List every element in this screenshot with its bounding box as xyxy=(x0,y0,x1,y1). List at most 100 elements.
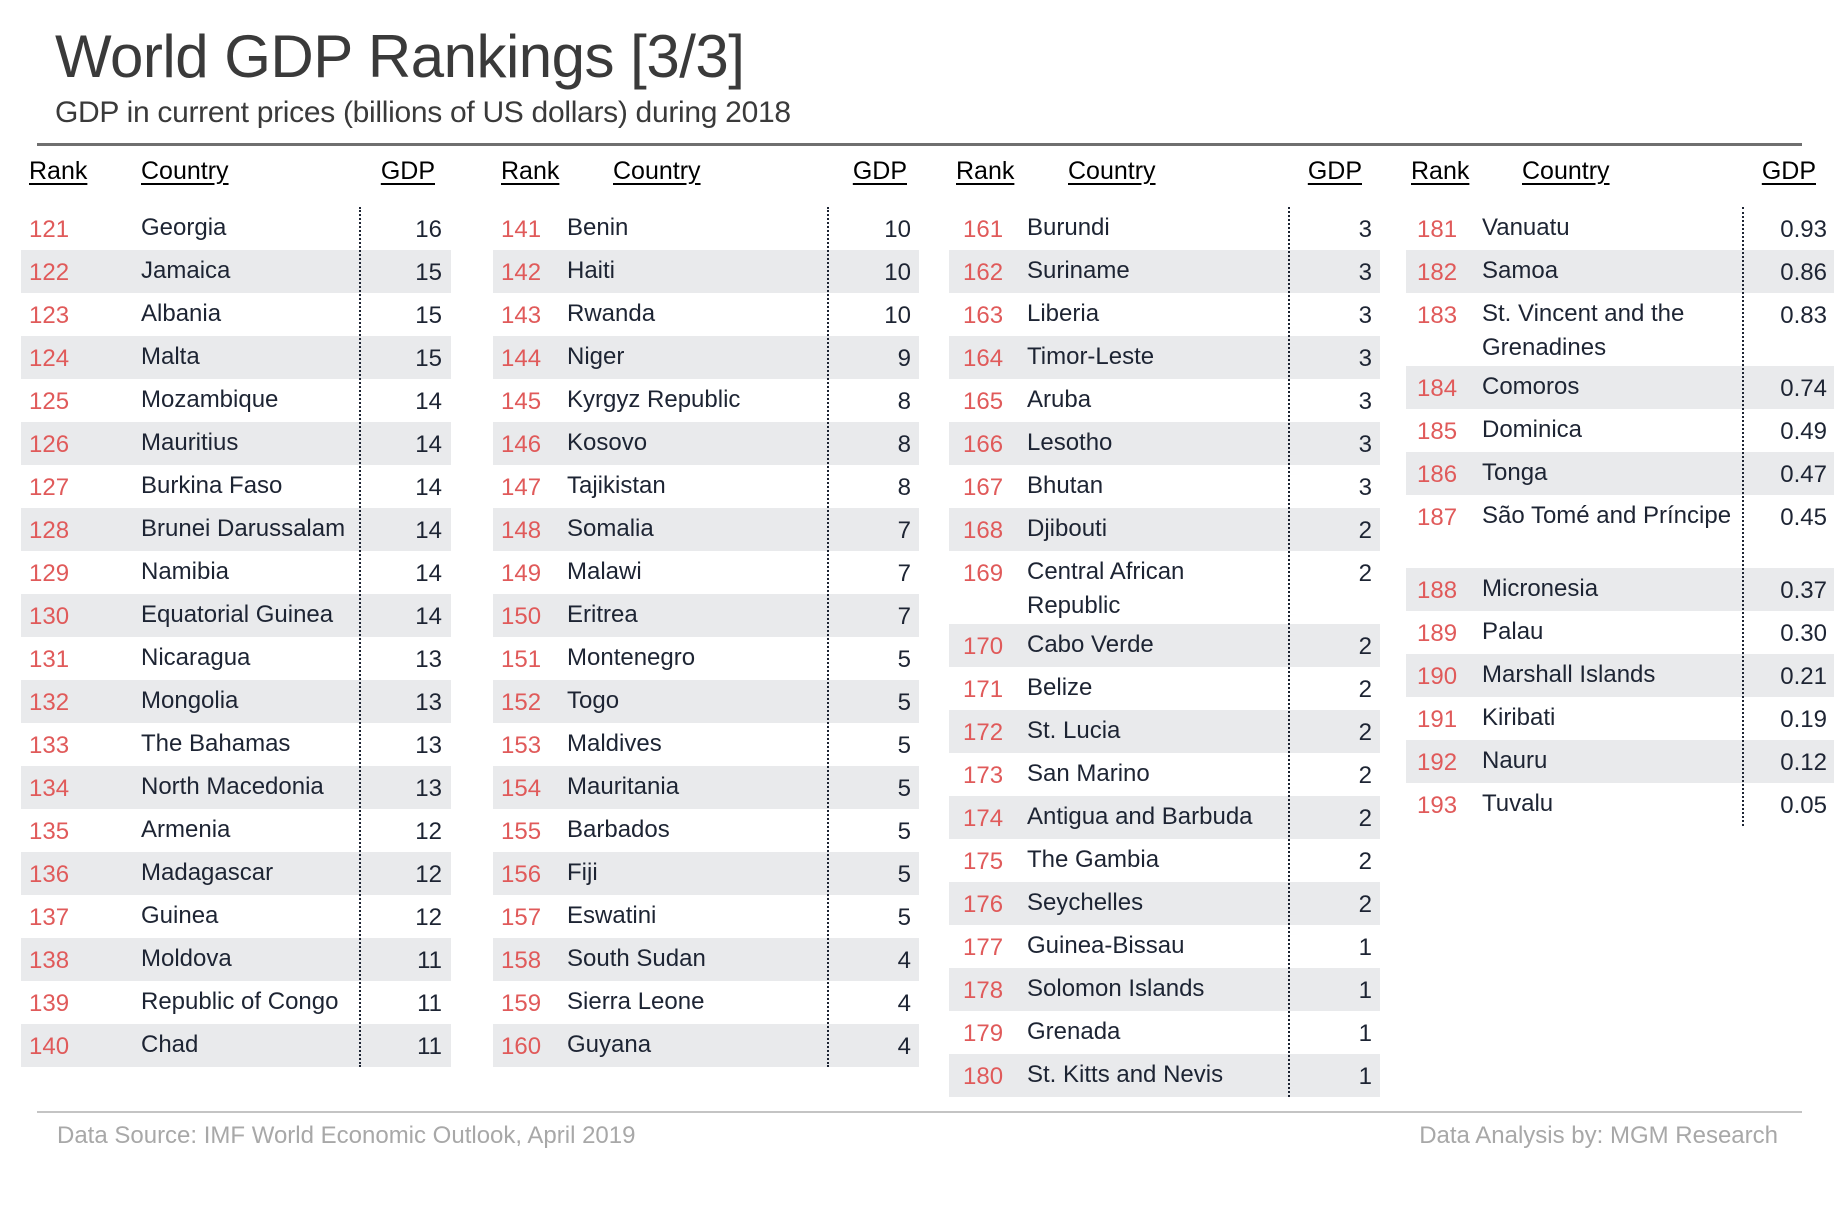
rank-cell: 158 xyxy=(501,947,542,974)
rank-cell: 191 xyxy=(1417,706,1458,733)
table-row: 130 Equatorial Guinea 14 xyxy=(21,594,451,637)
ranking-table-1: Rank Country GDP 121 Georgia 16 122 Jamaica 15 12… xyxy=(21,0,451,1207)
country-cell: North Macedonia xyxy=(141,773,324,800)
rank-cell: 190 xyxy=(1417,663,1458,690)
gdp-cell: 15 xyxy=(415,302,442,329)
header-divider xyxy=(37,143,1802,146)
table-row: 175 The Gambia 2 xyxy=(949,839,1380,882)
rank-cell: 131 xyxy=(29,646,70,673)
table-row: 142 Haiti 10 xyxy=(493,250,919,293)
country-cell: Kiribati xyxy=(1482,704,1556,731)
country-cell: Tonga xyxy=(1482,459,1548,486)
gdp-cell: 3 xyxy=(1358,216,1372,243)
gdp-cell: 1 xyxy=(1358,977,1372,1004)
ranking-table-2: Rank Country GDP 141 Benin 10 142 Haiti 10 143 Rwa… xyxy=(493,0,919,1207)
gdp-cell: 14 xyxy=(415,603,442,630)
table-row: 148 Somalia 7 xyxy=(493,508,919,551)
rank-cell: 184 xyxy=(1417,375,1458,402)
table-row: 128 Brunei Darussalam 14 xyxy=(21,508,451,551)
rank-cell: 193 xyxy=(1417,792,1458,819)
gdp-cell: 10 xyxy=(884,216,911,243)
gdp-cell: 5 xyxy=(897,689,911,716)
country-cell: Timor-Leste xyxy=(1027,343,1155,370)
rank-header: Rank xyxy=(29,157,88,185)
rank-cell: 151 xyxy=(501,646,542,673)
rank-cell: 157 xyxy=(501,904,542,931)
gdp-cell: 12 xyxy=(415,861,442,888)
data-source-note: Data Source: IMF World Economic Outlook,… xyxy=(57,1122,636,1149)
table-row: 154 Mauritania 5 xyxy=(493,766,919,809)
gdp-cell: 0.12 xyxy=(1780,749,1827,776)
table-row: 149 Malawi 7 xyxy=(493,551,919,594)
country-cell: Aruba xyxy=(1027,386,1092,413)
column-divider xyxy=(1742,207,1744,826)
table-row: 137 Guinea 12 xyxy=(21,895,451,938)
country-cell: South Sudan xyxy=(567,945,706,972)
rank-cell: 126 xyxy=(29,431,70,458)
rank-cell: 167 xyxy=(963,474,1004,501)
country-cell: Guyana xyxy=(567,1031,652,1058)
rank-cell: 163 xyxy=(963,302,1004,329)
page-subtitle: GDP in current prices (billions of US do… xyxy=(55,96,791,129)
table-row: 134 North Macedonia 13 xyxy=(21,766,451,809)
gdp-cell: 8 xyxy=(897,388,911,415)
country-cell: Central African Republic xyxy=(1027,558,1185,619)
country-cell: Palau xyxy=(1482,618,1544,645)
table-row: 129 Namibia 14 xyxy=(21,551,451,594)
country-cell: Solomon Islands xyxy=(1027,975,1205,1002)
table-row: 165 Aruba 3 xyxy=(949,379,1380,422)
gdp-cell: 14 xyxy=(415,431,442,458)
page-title: World GDP Rankings [3/3] xyxy=(55,23,745,90)
column-divider xyxy=(359,207,361,1067)
rank-cell: 146 xyxy=(501,431,542,458)
table-row: 157 Eswatini 5 xyxy=(493,895,919,938)
rank-cell: 123 xyxy=(29,302,70,329)
gdp-cell: 12 xyxy=(415,904,442,931)
table-row: 171 Belize 2 xyxy=(949,667,1380,710)
rank-cell: 189 xyxy=(1417,620,1458,647)
rank-cell: 139 xyxy=(29,990,70,1017)
rank-cell: 179 xyxy=(963,1020,1004,1047)
gdp-cell: 2 xyxy=(1358,719,1372,746)
gdp-cell: 10 xyxy=(884,302,911,329)
gdp-cell: 14 xyxy=(415,474,442,501)
country-cell: Chad xyxy=(141,1031,199,1058)
country-cell: Eswatini xyxy=(567,902,657,929)
rank-cell: 192 xyxy=(1417,749,1458,776)
table-row: 138 Moldova 11 xyxy=(21,938,451,981)
gdp-cell: 2 xyxy=(1358,891,1372,918)
table-row: 179 Grenada 1 xyxy=(949,1011,1380,1054)
table-row: 152 Togo 5 xyxy=(493,680,919,723)
rank-cell: 159 xyxy=(501,990,542,1017)
rank-cell: 145 xyxy=(501,388,542,415)
rank-header: Rank xyxy=(956,157,1015,185)
table-row: 143 Rwanda 10 xyxy=(493,293,919,336)
country-cell: Marshall Islands xyxy=(1482,661,1656,688)
gdp-cell: 1 xyxy=(1358,1020,1372,1047)
rank-cell: 178 xyxy=(963,977,1004,1004)
country-cell: St. Vincent and the Grenadines xyxy=(1482,300,1685,361)
rank-cell: 175 xyxy=(963,848,1004,875)
country-cell: Niger xyxy=(567,343,625,370)
table-row: 122 Jamaica 15 xyxy=(21,250,451,293)
country-cell: St. Lucia xyxy=(1027,717,1121,744)
gdp-cell: 7 xyxy=(897,560,911,587)
table-row: 183 St. Vincent and the Grenadines 0.83 xyxy=(1406,293,1834,366)
rank-cell: 176 xyxy=(963,891,1004,918)
table-row: 162 Suriname 3 xyxy=(949,250,1380,293)
gdp-cell: 13 xyxy=(415,732,442,759)
rank-cell: 177 xyxy=(963,934,1004,961)
table-row: 169 Central African Republic 2 xyxy=(949,551,1380,624)
gdp-cell: 3 xyxy=(1358,388,1372,415)
gdp-cell: 8 xyxy=(897,431,911,458)
table-body: 181 Vanuatu 0.93 182 Samoa 0.86 183 St. Vincent… xyxy=(1406,207,1834,826)
rank-cell: 161 xyxy=(963,216,1004,243)
country-cell: Georgia xyxy=(141,214,227,241)
country-cell: Namibia xyxy=(141,558,230,585)
country-cell: Mongolia xyxy=(141,687,239,714)
gdp-cell: 2 xyxy=(1358,848,1372,875)
country-cell: Mauritania xyxy=(567,773,680,800)
gdp-cell: 0.83 xyxy=(1780,302,1827,329)
rank-cell: 141 xyxy=(501,216,542,243)
gdp-header: GDP xyxy=(852,157,907,185)
